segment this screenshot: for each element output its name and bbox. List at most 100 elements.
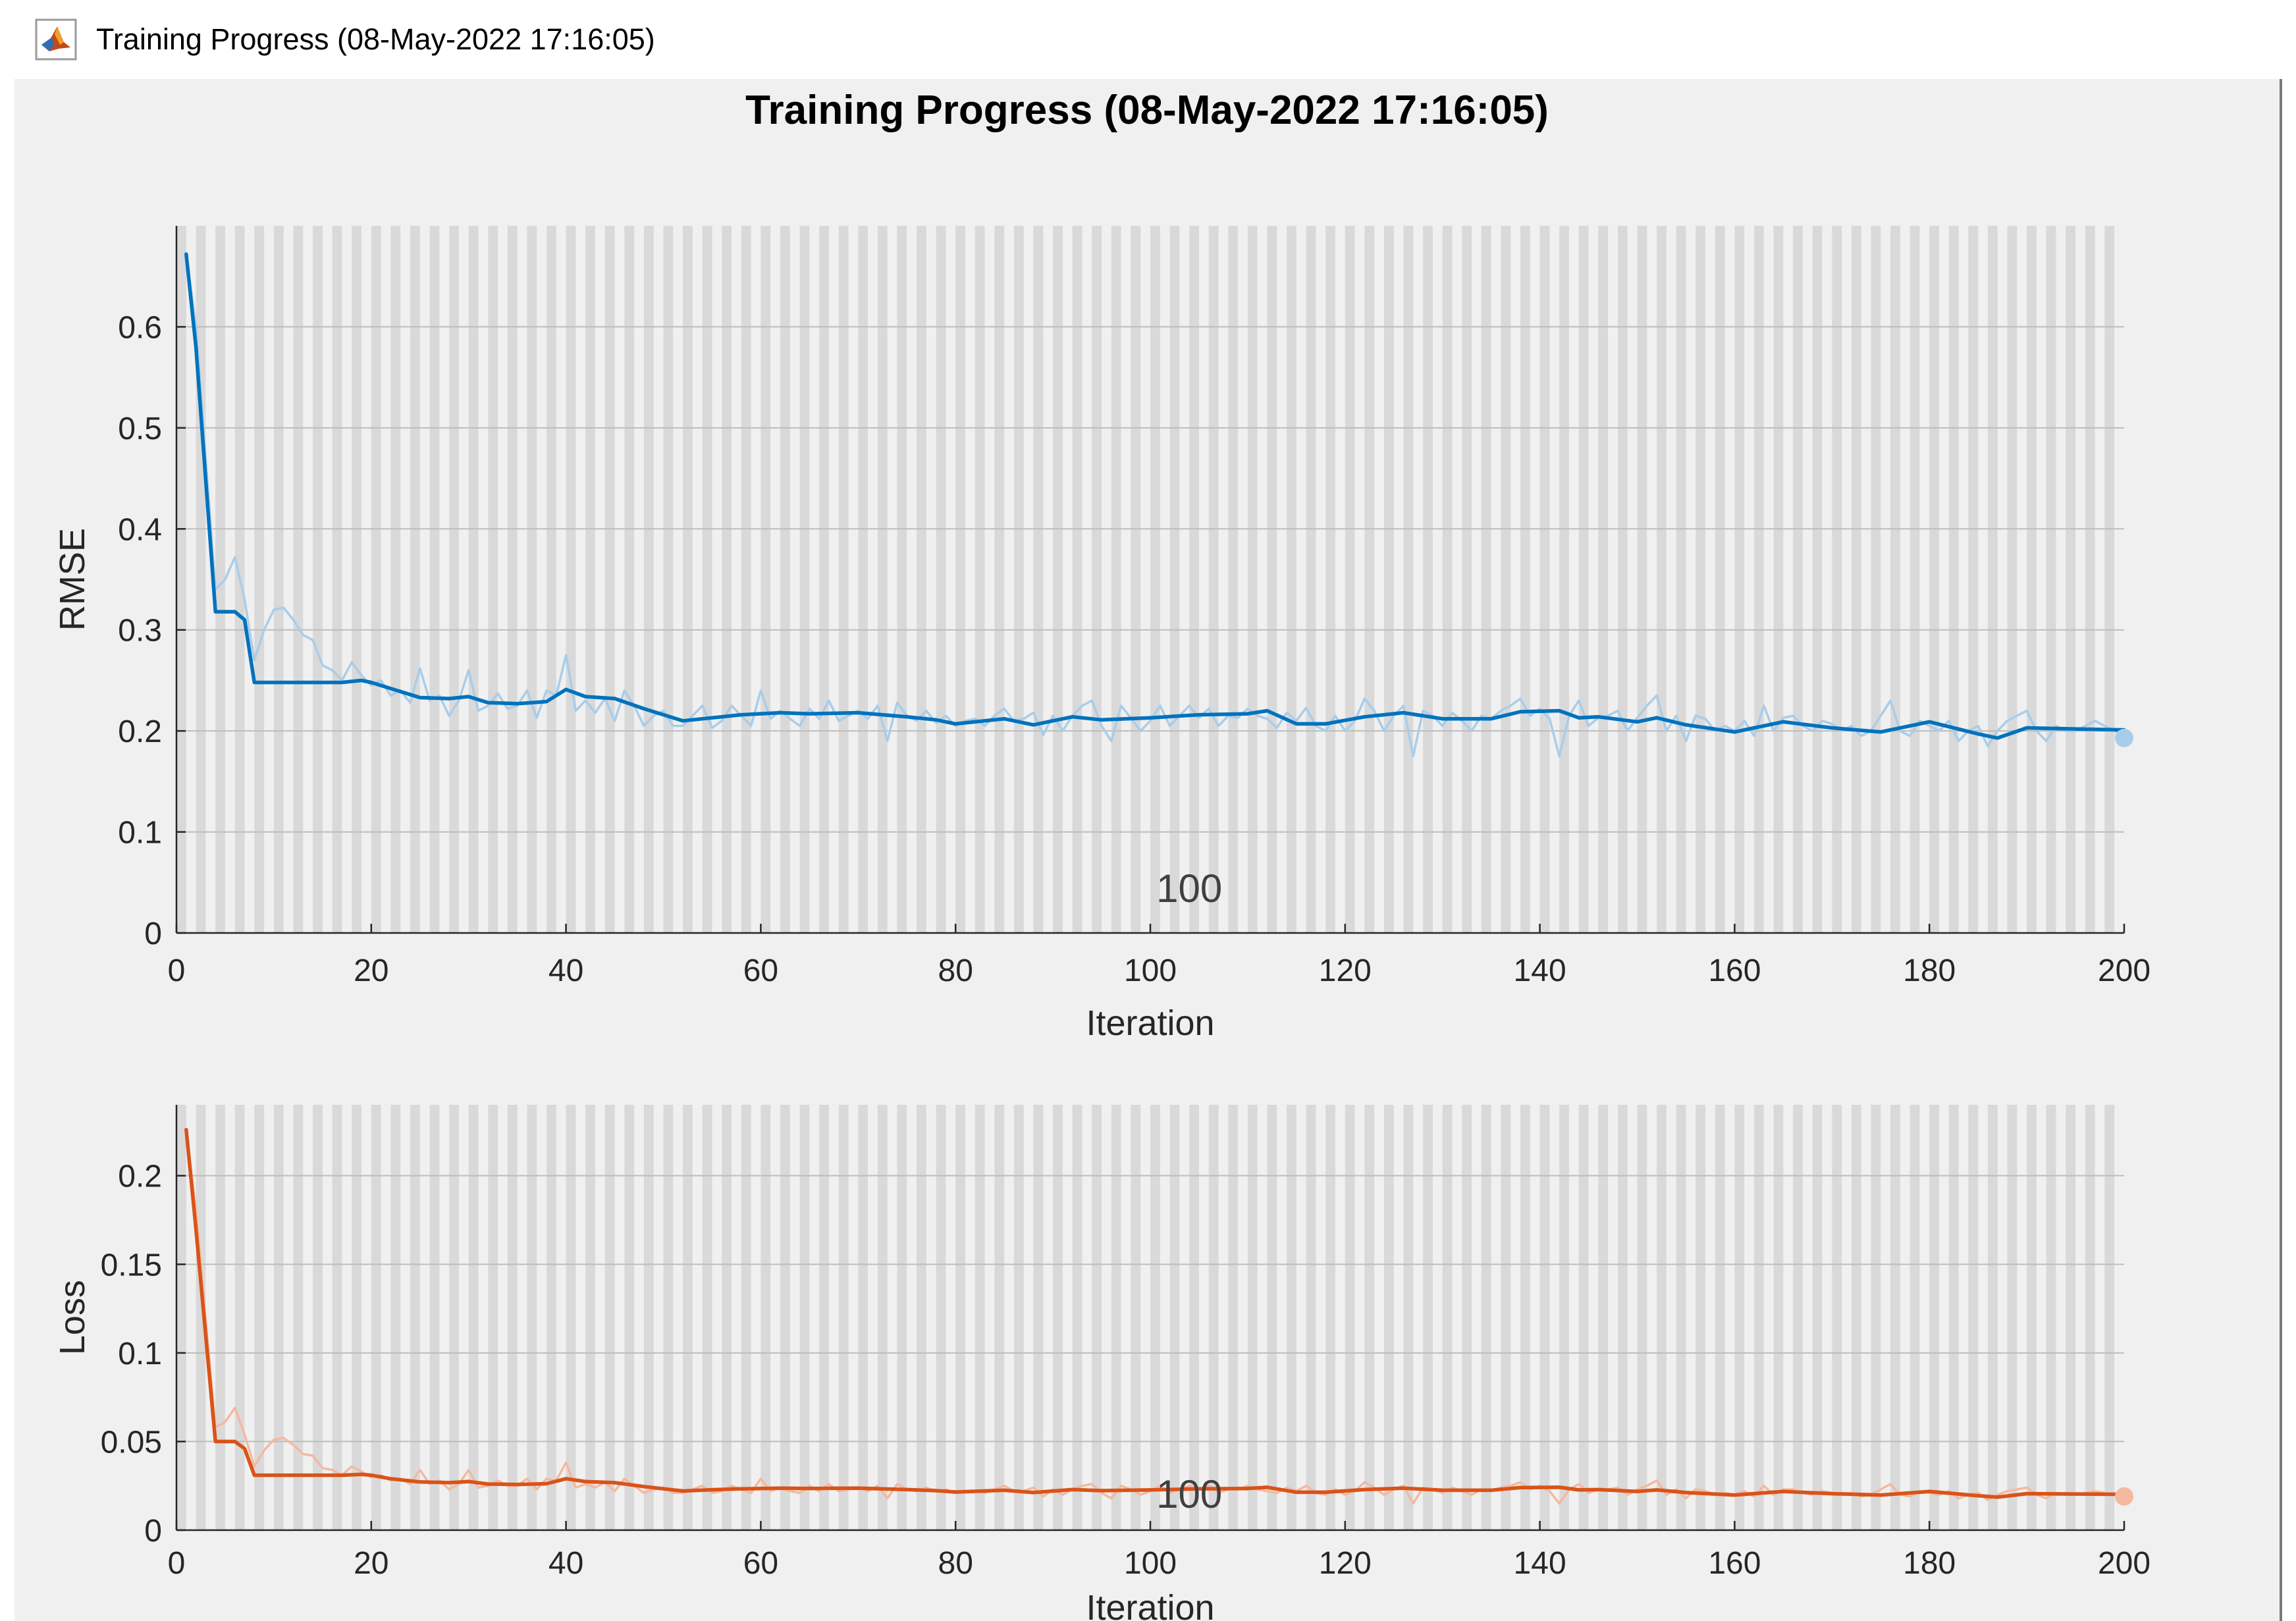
epoch-band bbox=[897, 1105, 907, 1530]
epoch-band bbox=[1131, 1105, 1141, 1530]
epoch-band bbox=[1968, 1105, 1979, 1530]
epoch-band bbox=[663, 1105, 674, 1530]
x-axis-label: Iteration bbox=[1086, 1588, 1214, 1621]
epoch-band bbox=[215, 226, 225, 933]
x-tick-label: 60 bbox=[743, 953, 778, 988]
epoch-band bbox=[547, 1105, 556, 1530]
epoch-band bbox=[2104, 1105, 2115, 1530]
epoch-band bbox=[1715, 1105, 1725, 1530]
epoch-band bbox=[371, 226, 381, 933]
epoch-band bbox=[1481, 1105, 1491, 1530]
epoch-band bbox=[1267, 226, 1277, 933]
epoch-band bbox=[1403, 226, 1414, 933]
epoch-band bbox=[176, 226, 186, 933]
epoch-band bbox=[1345, 226, 1355, 933]
y-tick-label: 0 bbox=[144, 1514, 162, 1549]
epoch-band bbox=[196, 1105, 206, 1530]
plots-layer: 0 0.1 0.2 0.3 0.4 0.5 0.6 0 20 40 60 80 100 120 140 160… bbox=[53, 226, 2150, 1621]
final-value-marker bbox=[2115, 728, 2133, 747]
epoch-band bbox=[1578, 1105, 1589, 1530]
epoch-band bbox=[1364, 1105, 1375, 1530]
x-tick-label: 20 bbox=[354, 1546, 388, 1581]
x-tick-label: 60 bbox=[743, 1546, 778, 1581]
epoch-band bbox=[877, 1105, 888, 1530]
epoch-band bbox=[273, 1105, 284, 1530]
epoch-band bbox=[1306, 226, 1316, 933]
epoch-band bbox=[1169, 1105, 1180, 1530]
smoothed-series-line bbox=[184, 1127, 2126, 1499]
epoch-band bbox=[1929, 226, 1939, 933]
x-tick-label: 200 bbox=[2098, 953, 2150, 988]
epoch-band bbox=[877, 226, 888, 933]
epoch-band bbox=[449, 1105, 459, 1530]
epoch-band bbox=[1072, 226, 1082, 933]
epoch-band bbox=[1753, 226, 1764, 933]
epoch-band bbox=[858, 226, 868, 933]
epoch-band bbox=[1208, 226, 1219, 933]
epoch-band bbox=[974, 1105, 985, 1530]
x-tick-label: 100 bbox=[1124, 953, 1177, 988]
epoch-band bbox=[1695, 1105, 1706, 1530]
epoch-band bbox=[1423, 226, 1433, 933]
epoch-band bbox=[643, 1105, 654, 1530]
epoch-band bbox=[1442, 226, 1453, 933]
epoch-annotation: 100 bbox=[1156, 866, 1222, 911]
epoch-band bbox=[722, 226, 732, 933]
epoch-band bbox=[1948, 1105, 1959, 1530]
epoch-band bbox=[313, 1105, 323, 1530]
x-tick-label: 120 bbox=[1319, 1546, 1372, 1581]
epoch-band bbox=[722, 1105, 732, 1530]
epoch-band bbox=[547, 226, 556, 933]
epoch-band bbox=[2066, 1105, 2076, 1530]
y-tick-label: 0.05 bbox=[101, 1425, 162, 1460]
epoch-band bbox=[1345, 1105, 1355, 1530]
x-tick-label: 120 bbox=[1319, 953, 1372, 988]
epoch-band bbox=[955, 1105, 965, 1530]
epoch-band bbox=[1832, 226, 1842, 933]
x-tick-label: 160 bbox=[1708, 1546, 1761, 1581]
epoch-band bbox=[917, 1105, 926, 1530]
epoch-band bbox=[1013, 226, 1024, 933]
epoch-band bbox=[2027, 226, 2037, 933]
loss-plot: 0 0.05 0.1 0.15 0.2 0 20 40 60 80 100 120 140 160 180 2… bbox=[53, 1105, 2150, 1621]
epoch-band bbox=[1150, 1105, 1160, 1530]
epoch-band bbox=[1520, 1105, 1530, 1530]
epoch-band bbox=[313, 226, 323, 933]
x-tick-label: 40 bbox=[548, 953, 583, 988]
epoch-band bbox=[254, 226, 265, 933]
epoch-band bbox=[1208, 1105, 1219, 1530]
epoch-band bbox=[1111, 1105, 1121, 1530]
epoch-band bbox=[429, 226, 440, 933]
x-tick-label: 0 bbox=[168, 953, 186, 988]
epoch-band bbox=[974, 226, 985, 933]
y-axis-label: Loss bbox=[53, 1280, 92, 1355]
window-titlebar[interactable]: Training Progress (08-May-2022 17:16:05) bbox=[0, 0, 2296, 79]
epoch-band bbox=[1676, 1105, 1686, 1530]
epoch-band bbox=[2085, 226, 2095, 933]
epoch-band bbox=[566, 226, 576, 933]
epoch-band bbox=[604, 226, 615, 933]
epoch-band bbox=[936, 1105, 946, 1530]
epoch-band bbox=[1462, 1105, 1472, 1530]
epoch-band bbox=[1890, 226, 1900, 933]
epoch-band bbox=[293, 226, 304, 933]
epoch-band bbox=[1812, 1105, 1823, 1530]
epoch-band bbox=[1423, 1105, 1433, 1530]
epoch-band bbox=[468, 1105, 479, 1530]
epoch-band bbox=[702, 1105, 712, 1530]
epoch-band bbox=[1189, 1105, 1199, 1530]
epoch-band bbox=[1072, 1105, 1082, 1530]
epoch-band bbox=[1657, 1105, 1667, 1530]
epoch-band bbox=[741, 226, 751, 933]
epoch-band bbox=[1442, 1105, 1453, 1530]
epoch-band bbox=[1247, 226, 1258, 933]
epoch-band bbox=[1325, 226, 1336, 933]
epoch-band bbox=[624, 1105, 635, 1530]
epoch-band bbox=[1013, 1105, 1024, 1530]
epoch-band bbox=[2007, 1105, 2017, 1530]
epoch-band bbox=[1539, 1105, 1550, 1530]
epoch-band bbox=[994, 1105, 1005, 1530]
epoch-band bbox=[1131, 226, 1141, 933]
epoch-band bbox=[585, 226, 595, 933]
